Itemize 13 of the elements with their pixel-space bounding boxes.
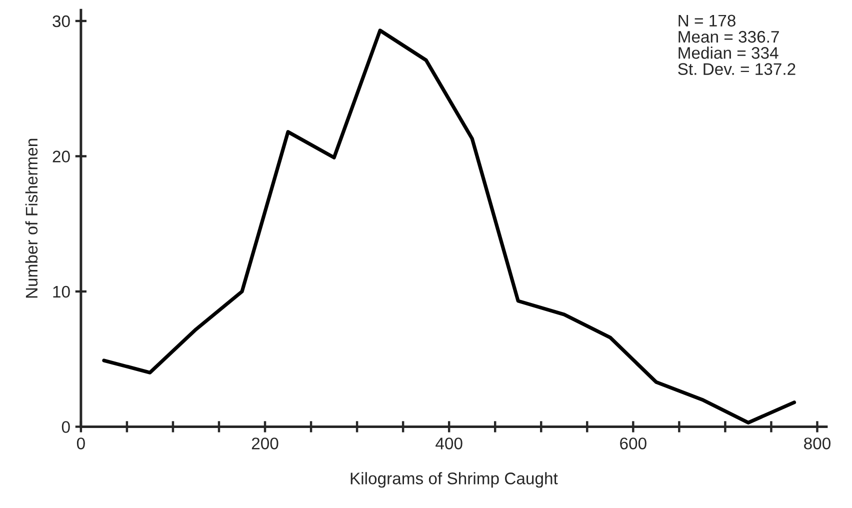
y-tick-label: 0 (62, 421, 70, 433)
annotation: N = 178 Mean = 336.7 Median = 334 St. Dev. = 137.2 (678, 14, 796, 75)
x-axis-title: Kilograms of Shrimp Caught (350, 472, 558, 488)
x-tick-label: 200 (252, 438, 278, 450)
x-tick-label: 800 (804, 438, 830, 450)
x-tick-label: 400 (436, 438, 462, 450)
y-tick-label: 10 (53, 286, 70, 298)
y-tick-label: 30 (52, 15, 70, 28)
x-tick-label: 0 (76, 438, 85, 450)
x-tick-label: 600 (620, 438, 646, 450)
line-series (102, 28, 796, 424)
y-axis-title: Number of Fishermen (25, 138, 38, 298)
y-tick-label: 20 (52, 150, 70, 162)
